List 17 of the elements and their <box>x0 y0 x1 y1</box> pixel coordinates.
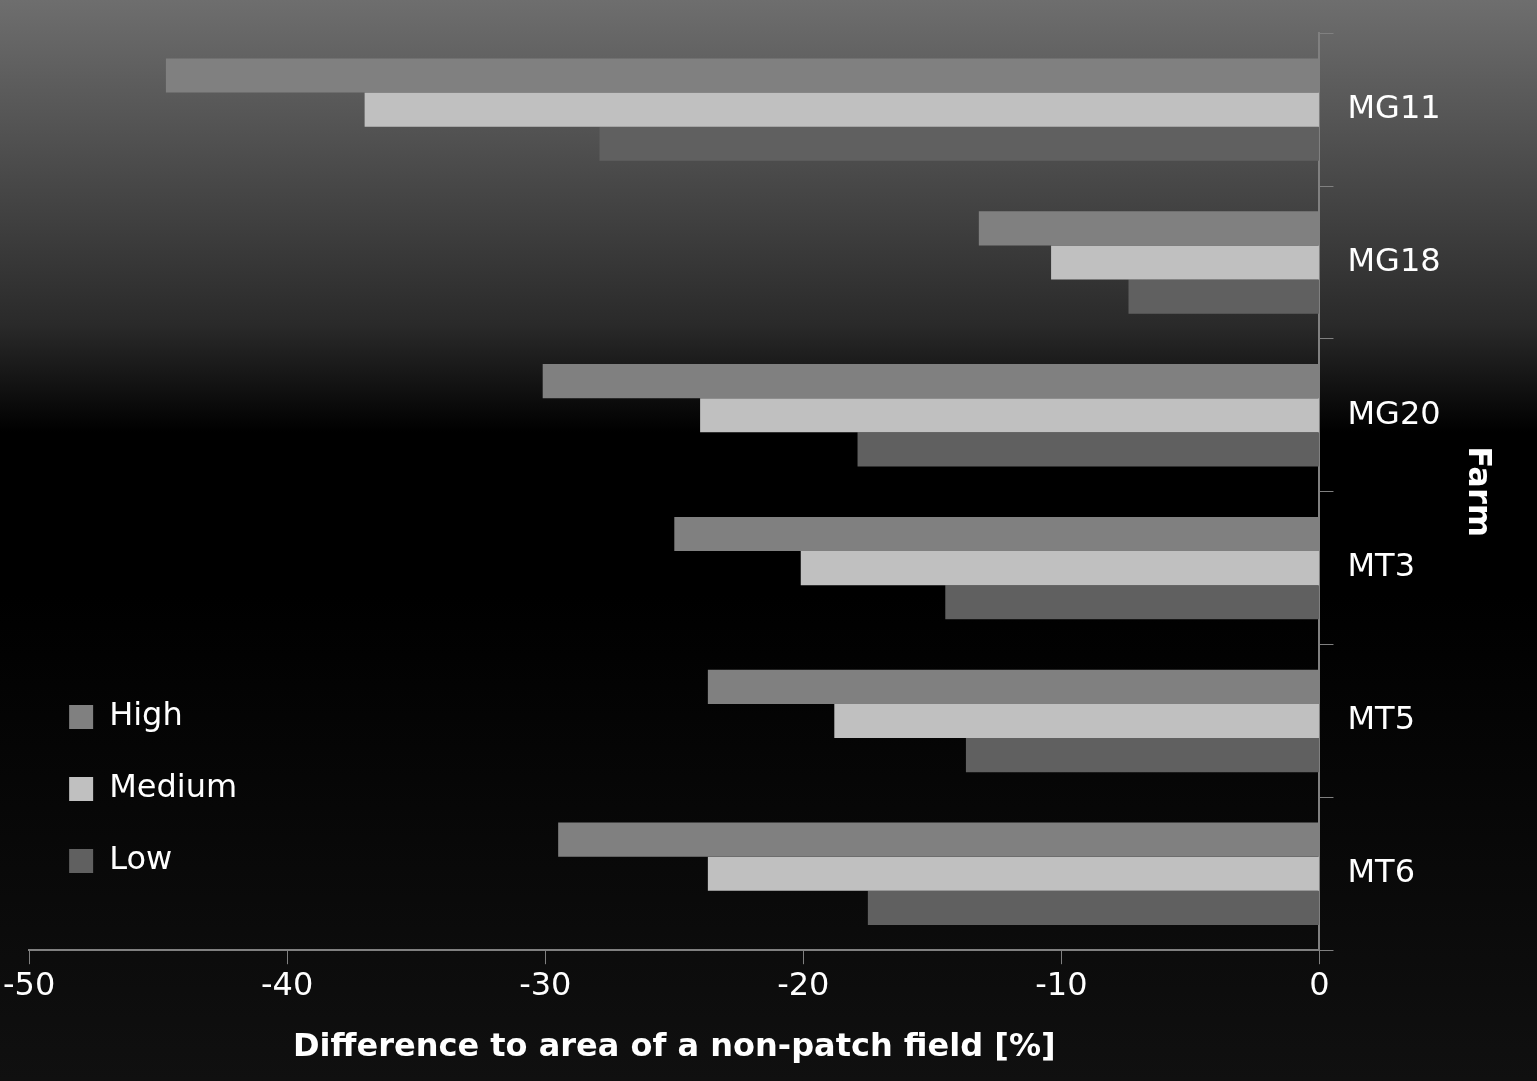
y-tick-label: MG18 <box>1347 240 1441 279</box>
y-axis-title: Farm <box>1461 446 1500 538</box>
legend-label: Medium <box>109 767 238 806</box>
x-tick-label: -40 <box>261 964 314 1003</box>
x-tick-label: -50 <box>3 964 56 1003</box>
legend-label: High <box>109 695 183 734</box>
x-axis-title: Difference to area of a non-patch field [%] <box>293 1026 1056 1065</box>
x-tick-label: -30 <box>519 964 572 1003</box>
y-tick-label: MT5 <box>1347 699 1415 738</box>
y-tick-label: MG20 <box>1347 393 1441 432</box>
legend-label: Low <box>109 839 173 878</box>
y-tick-label: MG11 <box>1347 87 1441 126</box>
x-tick-label: 0 <box>1309 964 1330 1003</box>
y-tick-label: MT3 <box>1347 546 1415 585</box>
y-tick-label: MT6 <box>1347 852 1415 891</box>
x-tick-label: -10 <box>1035 964 1088 1003</box>
x-tick-label: -20 <box>777 964 830 1003</box>
